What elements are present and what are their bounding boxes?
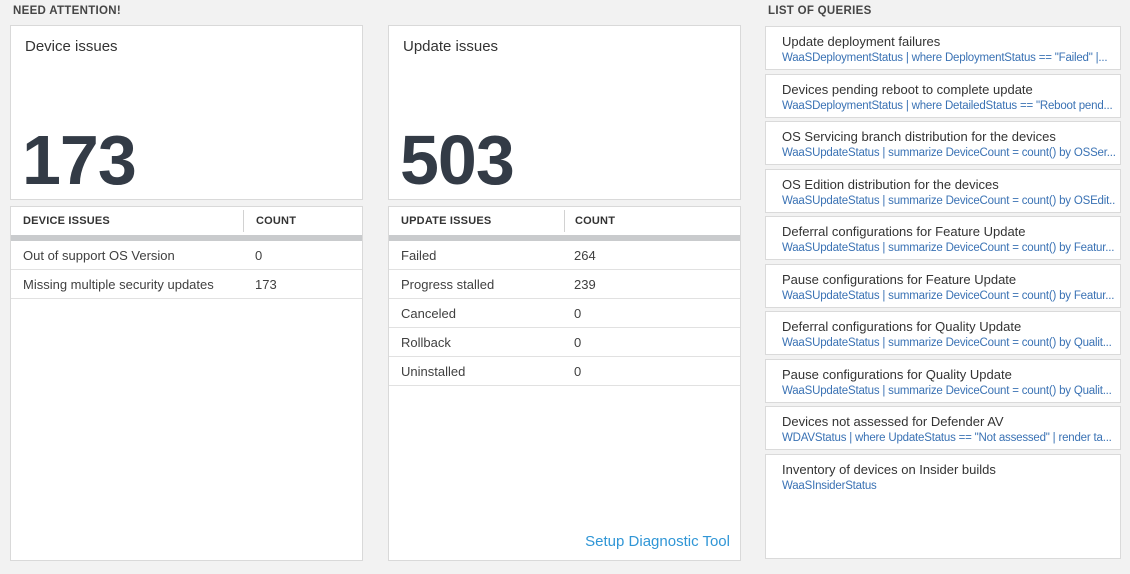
update-issues-title: Update issues — [403, 38, 499, 55]
query-code-link[interactable]: WaaSUpdateStatus | summarize DeviceCount… — [782, 194, 1116, 207]
update-issues-column: Update issues 503 UPDATE ISSUES COUNT Fa… — [388, 0, 741, 574]
row-count: 0 — [574, 335, 582, 350]
query-code-link[interactable]: WaaSUpdateStatus | summarize DeviceCount… — [782, 337, 1112, 349]
update-issues-tile[interactable]: Update issues 503 — [388, 25, 741, 200]
query-title: Devices pending reboot to complete updat… — [782, 81, 1033, 97]
device-issues-table-header: DEVICE ISSUES COUNT — [11, 207, 362, 235]
setup-diagnostic-tool-link[interactable]: Setup Diagnostic Tool — [585, 533, 730, 550]
row-label: Failed — [401, 248, 437, 263]
update-issues-count: 503 — [400, 120, 515, 199]
query-code-link[interactable]: WaaSDeploymentStatus | where DeploymentS… — [782, 52, 1108, 64]
device-issues-column: Device issues 173 DEVICE ISSUES COUNT Ou… — [10, 0, 363, 574]
query-code-link[interactable]: WaaSUpdateStatus | summarize DeviceCount… — [782, 384, 1112, 397]
query-item[interactable]: Update deployment failures WaaSDeploymen… — [765, 26, 1121, 70]
queries-column: Update deployment failures WaaSDeploymen… — [765, 0, 1121, 574]
query-item[interactable]: Deferral configurations for Feature Upda… — [765, 216, 1121, 260]
query-item[interactable]: Devices not assessed for Defender AV WDA… — [765, 406, 1121, 450]
table-header-divider — [11, 235, 362, 241]
query-title: OS Edition distribution for the devices — [782, 176, 999, 192]
table-row[interactable]: Out of support OS Version 0 — [11, 241, 362, 270]
query-title: Inventory of devices on Insider builds — [782, 461, 996, 477]
count-column-header: COUNT — [564, 210, 615, 232]
row-count: 264 — [574, 248, 596, 263]
update-issues-table-header: UPDATE ISSUES COUNT — [389, 207, 740, 235]
query-code-link[interactable]: WaaSUpdateStatus | summarize DeviceCount… — [782, 289, 1115, 302]
query-code-link[interactable]: WaaSDeploymentStatus | where DetailedSta… — [782, 99, 1113, 112]
device-issues-count: 173 — [22, 120, 137, 199]
query-title: Devices not assessed for Defender AV — [782, 414, 1004, 429]
row-count: 0 — [574, 364, 582, 379]
table-header-divider — [389, 235, 740, 241]
list-of-queries-header: LIST OF QUERIES — [768, 5, 872, 17]
row-label: Rollback — [401, 335, 451, 350]
update-issues-table: UPDATE ISSUES COUNT Failed 264 Progress … — [388, 206, 741, 561]
query-item[interactable]: Inventory of devices on Insider builds W… — [765, 453, 1121, 559]
need-attention-header: NEED ATTENTION! — [13, 5, 121, 17]
table-row[interactable]: Missing multiple security updates 173 — [11, 270, 362, 299]
row-count: 239 — [574, 277, 596, 292]
query-item[interactable]: OS Servicing branch distribution for the… — [765, 121, 1121, 165]
query-item[interactable]: Pause configurations for Feature Update … — [765, 263, 1121, 308]
query-title: Pause configurations for Quality Update — [782, 366, 1012, 382]
query-title: Update deployment failures — [782, 34, 941, 49]
query-item[interactable]: OS Edition distribution for the devices … — [765, 168, 1121, 213]
device-issues-table: DEVICE ISSUES COUNT Out of support OS Ve… — [10, 206, 363, 561]
query-title: Deferral configurations for Quality Upda… — [782, 319, 1022, 334]
query-item[interactable]: Deferral configurations for Quality Upda… — [765, 311, 1121, 355]
query-title: Deferral configurations for Feature Upda… — [782, 224, 1026, 239]
query-code-link[interactable]: WaaSUpdateStatus | summarize DeviceCount… — [782, 147, 1116, 159]
row-label: Missing multiple security updates — [23, 277, 214, 292]
table-row[interactable]: Uninstalled 0 — [389, 357, 740, 386]
table-row[interactable]: Failed 264 — [389, 241, 740, 270]
table-row[interactable]: Canceled 0 — [389, 299, 740, 328]
query-code-link[interactable]: WDAVStatus | where UpdateStatus == "Not … — [782, 432, 1112, 444]
row-count: 173 — [255, 277, 277, 292]
device-issues-tile[interactable]: Device issues 173 — [10, 25, 363, 200]
row-label: Uninstalled — [401, 364, 466, 379]
count-column-header: COUNT — [243, 210, 296, 232]
row-count: 0 — [255, 248, 263, 263]
table-row[interactable]: Rollback 0 — [389, 328, 740, 357]
row-label: Out of support OS Version — [23, 248, 175, 263]
query-title: OS Servicing branch distribution for the… — [782, 129, 1056, 144]
queries-list: Update deployment failures WaaSDeploymen… — [765, 26, 1121, 562]
row-count: 0 — [574, 306, 582, 321]
query-item[interactable]: Devices pending reboot to complete updat… — [765, 73, 1121, 118]
query-title: Pause configurations for Feature Update — [782, 271, 1017, 287]
table-row[interactable]: Progress stalled 239 — [389, 270, 740, 299]
row-label: Progress stalled — [401, 277, 495, 292]
update-issues-column-header: UPDATE ISSUES — [401, 215, 492, 227]
row-label: Canceled — [401, 306, 456, 321]
query-item[interactable]: Pause configurations for Quality Update … — [765, 358, 1121, 403]
query-code-link[interactable]: WaaSInsiderStatus — [782, 479, 877, 492]
device-issues-column-header: DEVICE ISSUES — [23, 215, 110, 227]
query-code-link[interactable]: WaaSUpdateStatus | summarize DeviceCount… — [782, 242, 1115, 254]
device-issues-title: Device issues — [25, 38, 118, 55]
